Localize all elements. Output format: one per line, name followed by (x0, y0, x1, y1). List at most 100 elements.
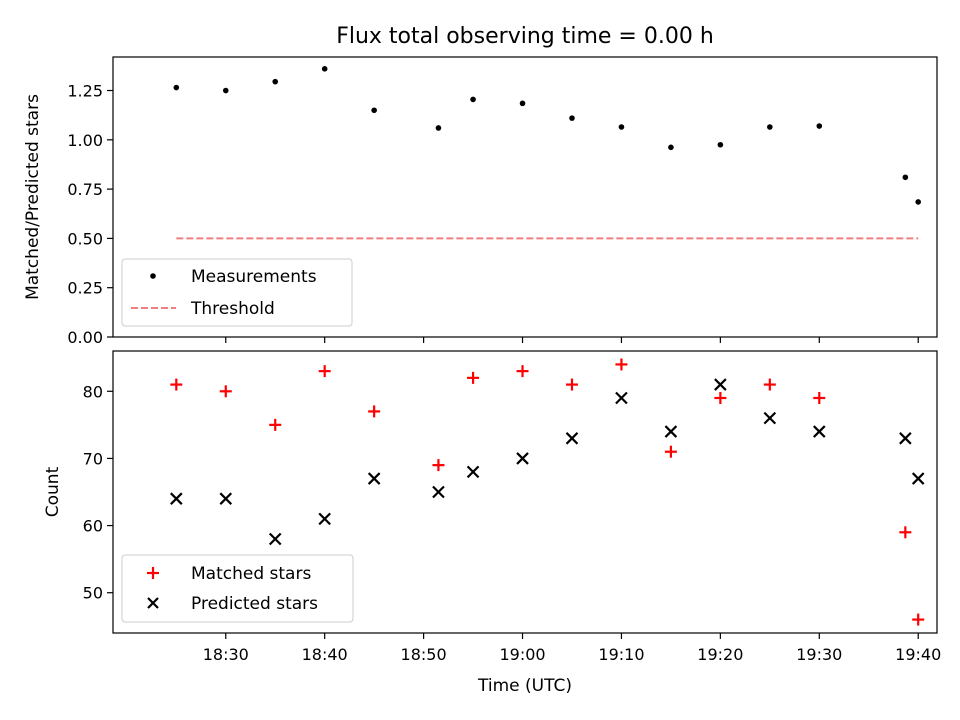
legend-threshold-label: Threshold (190, 299, 275, 319)
top-legend-box (121, 258, 353, 327)
matched-star-marker (615, 358, 628, 371)
legend-predicted-marker (147, 597, 159, 609)
predicted-star-marker (899, 432, 912, 445)
predicted-star-marker (565, 432, 579, 445)
matched-star-marker (912, 613, 925, 626)
matched-star-marker (467, 371, 480, 384)
bottom-plot-area (170, 358, 925, 626)
x-tick-label: 19:10 (598, 645, 644, 664)
x-tick-label: 19:30 (796, 645, 842, 664)
measurement-point (371, 107, 377, 114)
matched-star-marker (899, 526, 912, 539)
predicted-stroke (318, 512, 331, 526)
predicted-star-marker (763, 411, 777, 425)
measurement-point (902, 174, 909, 181)
predicted-star-marker (318, 512, 331, 526)
predicted-stroke (516, 452, 529, 465)
measurement-point (435, 125, 442, 131)
predicted-star-marker (367, 472, 381, 485)
bottom-legend-box (121, 554, 354, 623)
x-tick-label: 19:20 (697, 645, 743, 664)
measurement-point (618, 124, 625, 130)
x-tick-label: 18:50 (401, 645, 447, 664)
predicted-stroke (813, 425, 826, 438)
bottom-y-tick-label: 50 (83, 584, 103, 603)
top-axes-frame (112, 56, 938, 338)
x-axis-label: Time (UTC) (477, 676, 572, 696)
top-y-tick-label: 1.00 (67, 131, 103, 150)
legend-matched-label: Matched stars (191, 564, 311, 584)
measurement-point (519, 100, 526, 107)
bottom-y-tick-label: 70 (83, 449, 103, 468)
matched-star-marker (170, 378, 183, 391)
measurement-point (222, 87, 229, 94)
predicted-star-marker (466, 465, 480, 479)
bottom-y-tick-label: 80 (83, 382, 103, 401)
legend-measurements-marker (150, 273, 156, 279)
predicted-stroke (466, 465, 480, 479)
matched-star-marker (318, 365, 331, 378)
top-legend: Measurements Threshold (121, 258, 353, 327)
measurement-point (816, 123, 823, 129)
predicted-star-marker (219, 492, 233, 505)
predicted-stroke (664, 425, 678, 438)
measurement-point (717, 141, 724, 148)
top-y-tick-label: 0.75 (67, 180, 103, 199)
matched-star-marker (219, 385, 232, 398)
top-y-tick-label: 0.00 (67, 328, 103, 347)
top-plot-area (173, 66, 922, 240)
legend-predicted-label: Predicted stars (191, 594, 318, 614)
predicted-star-marker (813, 425, 826, 438)
bottom-axes-frame (112, 350, 938, 634)
matched-star-marker (664, 445, 677, 458)
predicted-stroke (899, 432, 912, 445)
predicted-star-marker (714, 378, 727, 391)
bottom-y-ticks: 50 60 70 80 (83, 382, 113, 603)
measurement-point (321, 66, 328, 72)
measurement-point (470, 96, 476, 103)
bottom-y-tick-label: 60 (83, 517, 103, 536)
figure-title: Flux total observing time = 0.00 h (336, 24, 714, 49)
predicted-star-marker (911, 472, 925, 485)
legend-measurements-label: Measurements (191, 267, 317, 287)
top-axes: 0.00 0.25 0.50 0.75 1.00 1.25 Matched/Predict… (23, 56, 938, 347)
matched-star-marker (368, 405, 381, 418)
predicted-star-marker (516, 452, 529, 465)
predicted-stroke (219, 492, 233, 505)
measurement-point (767, 124, 773, 130)
predicted-stroke (367, 472, 381, 485)
predicted-stroke (911, 472, 925, 485)
measurement-point (272, 78, 279, 85)
matched-star-marker (516, 365, 529, 378)
matched-star-marker (763, 378, 776, 391)
predicted-stroke (615, 391, 628, 405)
x-tick-label: 18:30 (203, 645, 249, 664)
predicted-stroke (565, 432, 579, 445)
matched-star-marker (813, 392, 826, 404)
predicted-star-marker (615, 391, 628, 405)
matched-star-marker (714, 392, 727, 404)
top-y-tick-label: 1.25 (67, 82, 103, 101)
matched-star-marker (269, 418, 282, 431)
matched-star-marker (565, 378, 578, 391)
x-tick-label: 18:40 (302, 645, 348, 664)
bottom-ylabel: Count (43, 466, 63, 517)
predicted-stroke (170, 492, 183, 505)
measurement-point (569, 115, 575, 121)
measurement-point (915, 199, 922, 205)
predicted-star-marker (432, 485, 445, 499)
top-y-tick-label: 0.25 (67, 279, 103, 298)
top-y-ticks: 0.00 0.25 0.50 0.75 1.00 1.25 (67, 82, 113, 347)
measurement-point (668, 144, 674, 151)
bottom-x-ticks: 18:30 18:40 18:50 19:00 19:10 19:20 19:30 19:40 (203, 633, 941, 664)
predicted-star-marker (664, 425, 678, 438)
predicted-stroke (714, 378, 727, 391)
predicted-star-marker (170, 492, 183, 505)
predicted-star-marker (268, 532, 282, 546)
x-tick-label: 19:40 (895, 645, 941, 664)
predicted-stroke (432, 485, 445, 499)
bottom-legend: Matched stars Predicted stars (121, 554, 354, 623)
top-ylabel: Matched/Predicted stars (23, 94, 43, 300)
